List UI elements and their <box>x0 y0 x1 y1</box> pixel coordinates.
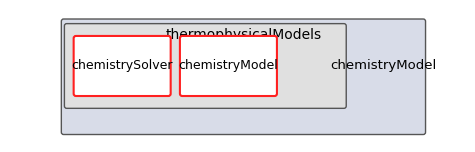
FancyBboxPatch shape <box>65 24 346 108</box>
Text: chemistryModel: chemistryModel <box>179 59 278 73</box>
Text: chemistrySolver: chemistrySolver <box>71 59 173 73</box>
Text: chemistryModel: chemistryModel <box>331 59 437 73</box>
FancyBboxPatch shape <box>180 36 277 96</box>
FancyBboxPatch shape <box>61 19 426 135</box>
Text: thermophysicalModels: thermophysicalModels <box>165 28 322 42</box>
FancyBboxPatch shape <box>74 36 171 96</box>
